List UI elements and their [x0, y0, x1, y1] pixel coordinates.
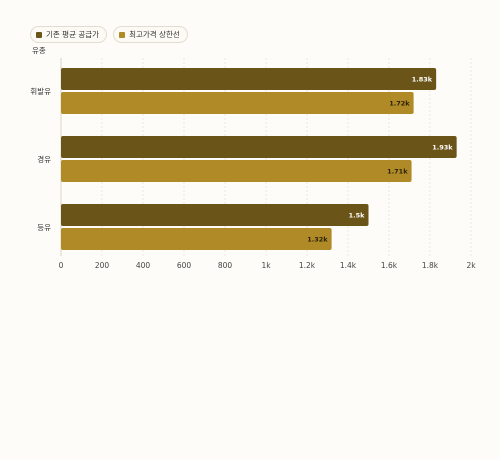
bar[interactable]: [61, 92, 414, 114]
x-tick-label: 800: [218, 261, 233, 270]
x-tick-label: 400: [136, 261, 151, 270]
bar[interactable]: [61, 228, 332, 250]
legend-item-series-1[interactable]: 최고가격 상한선: [113, 26, 188, 43]
x-tick-label: 1k: [261, 261, 271, 270]
x-tick-label: 1.6k: [381, 261, 398, 270]
x-tick-label: 0: [59, 261, 64, 270]
bars-group: 1.83k 1.72k 1.93k 1.71k 1.5k 1.32k: [61, 68, 457, 250]
bar-value-label: 1.93k: [432, 144, 453, 152]
category-label: 등유: [37, 223, 51, 232]
x-tick-label: 1.8k: [422, 261, 439, 270]
x-tick-label: 1.2k: [299, 261, 316, 270]
x-tick-label: 1.4k: [340, 261, 357, 270]
bar[interactable]: [61, 136, 457, 158]
legend-label-series-1: 최고가격 상한선: [129, 30, 180, 39]
bar-value-label: 1.83k: [412, 76, 433, 84]
bar-value-label: 1.32k: [307, 236, 328, 244]
category-label: 경유: [37, 154, 51, 164]
legend-label-series-0: 기존 평균 공급가: [46, 30, 100, 39]
bar-value-label: 1.72k: [389, 100, 410, 108]
legend-swatch-series-0: [36, 31, 42, 38]
category-label: 휘발유: [30, 87, 51, 96]
bar[interactable]: [61, 204, 369, 226]
bar[interactable]: [61, 68, 437, 90]
legend-item-series-0[interactable]: 기존 평균 공급가: [30, 26, 108, 43]
x-tick-label: 2k: [466, 261, 476, 270]
bar-value-label: 1.5k: [349, 212, 366, 220]
chart-legend: 기존 평균 공급가 최고가격 상한선: [30, 26, 188, 43]
bar[interactable]: [61, 160, 412, 182]
x-axis-ticks: 0 200 400 600 800 1k 1.2k 1.4k 1.6k 1.8k 2k: [59, 261, 477, 270]
legend-swatch-series-1: [119, 31, 126, 38]
bar-value-label: 1.71k: [387, 168, 408, 176]
y-axis-label: 유종: [32, 46, 46, 55]
x-tick-label: 600: [177, 261, 192, 270]
x-tick-label: 200: [95, 261, 110, 270]
